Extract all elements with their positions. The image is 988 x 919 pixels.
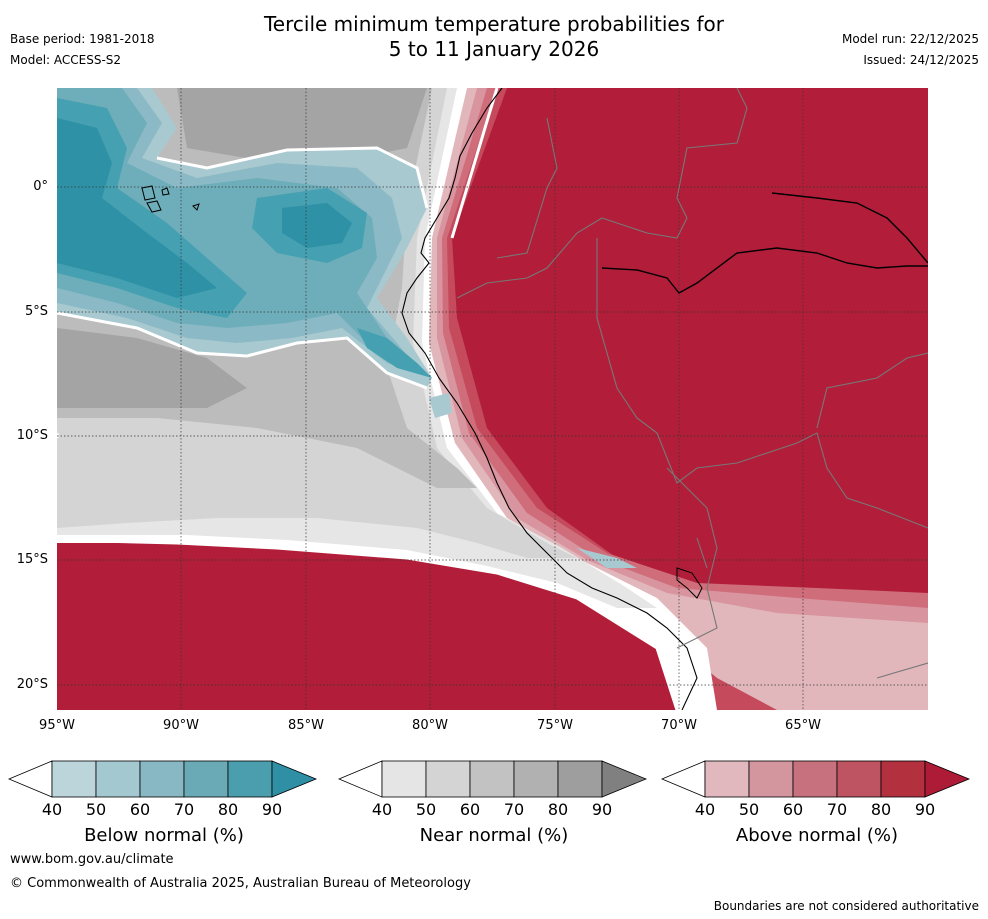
below-colorbar-tick: 60	[129, 800, 151, 819]
field-below-90	[57, 118, 217, 298]
legend-near-label: Near normal (%)	[419, 825, 569, 846]
near-colorbar-segment	[425, 760, 471, 798]
meta-left: Base period: 1981-2018 Model: ACCESS-S2	[10, 31, 155, 68]
colorbar-below	[8, 760, 318, 798]
near-colorbar-tick: 50	[415, 800, 437, 819]
map-panel	[57, 88, 928, 710]
copyright: © Commonwealth of Australia 2025, Austra…	[10, 876, 471, 891]
near-colorbar-segment	[381, 760, 427, 798]
above-colorbar-tick: 90	[914, 800, 936, 819]
above-colorbar-segment	[792, 760, 838, 798]
lat-label-10s: 10°S	[16, 428, 48, 443]
near-colorbar-max-arrow	[601, 760, 648, 798]
near-colorbar-segment	[513, 760, 559, 798]
field-below-50-spot	[429, 393, 452, 418]
above-colorbar-segment	[748, 760, 794, 798]
below-colorbar-segment	[183, 760, 229, 798]
lon-label-95w: 95°W	[39, 718, 75, 733]
base-period: Base period: 1981-2018	[10, 32, 155, 46]
title-line-2: 5 to 11 January 2026	[388, 37, 600, 61]
lon-label-85w: 85°W	[288, 718, 324, 733]
legend-below-label: Below normal (%)	[84, 825, 244, 846]
model-run: Model run: 22/12/2025	[841, 32, 979, 46]
country-borders	[456, 88, 928, 679]
map-title: Tercile minimum temperature probabilitie…	[0, 12, 988, 62]
above-colorbar-segment	[836, 760, 882, 798]
field-below-50-spot-2	[577, 548, 637, 568]
below-colorbar-tick: 90	[261, 800, 283, 819]
field-near-80-west	[57, 328, 247, 408]
near-colorbar-tick: 40	[371, 800, 393, 819]
lon-label-70w: 70°W	[661, 718, 697, 733]
below-colorbar-segment	[227, 760, 273, 798]
coastline	[401, 88, 698, 710]
near-colorbar-tick: 70	[503, 800, 525, 819]
lat-label-20s: 20°S	[16, 677, 48, 692]
below-colorbar-tick: 80	[217, 800, 239, 819]
below-colorbar-tick: 70	[173, 800, 195, 819]
near-colorbar-tick: 80	[547, 800, 569, 819]
legend-above-label: Above normal (%)	[735, 825, 899, 846]
below-colorbar-tick: 50	[85, 800, 107, 819]
below-colorbar-segment	[139, 760, 185, 798]
near-colorbar-segment	[469, 760, 515, 798]
below-colorbar-max-arrow	[271, 760, 318, 798]
meta-right: Model run: 22/12/2025 Issued: 24/12/2025	[842, 31, 979, 68]
lat-label-15s: 15°S	[16, 552, 48, 567]
below-colorbar-segment	[51, 760, 97, 798]
above-colorbar-tick: 50	[738, 800, 760, 819]
colorbar-near	[338, 760, 648, 798]
above-colorbar-max-arrow	[924, 760, 971, 798]
galapagos-islands	[141, 185, 200, 213]
above-colorbar-tick: 70	[826, 800, 848, 819]
below-colorbar-tick: 40	[41, 800, 63, 819]
lat-label-5s: 5°S	[24, 304, 48, 319]
near-colorbar-min-arrow	[338, 760, 383, 798]
near-colorbar-segment	[557, 760, 603, 798]
colorbar-above	[661, 760, 971, 798]
website-link[interactable]: www.bom.gov.au/climate	[10, 852, 174, 867]
field-below-70	[57, 88, 412, 368]
graticule	[57, 88, 928, 710]
lon-label-65w: 65°W	[785, 718, 821, 733]
above-colorbar-segment	[704, 760, 750, 798]
model-name: Model: ACCESS-S2	[10, 53, 122, 67]
lon-label-80w: 80°W	[412, 718, 448, 733]
lat-label-0: 0°	[33, 179, 48, 194]
disclaimer: Boundaries are not considered authoritat…	[713, 899, 979, 913]
above-colorbar-min-arrow	[661, 760, 706, 798]
field-below-80-coast	[357, 328, 432, 378]
contour-50-line	[57, 88, 679, 710]
lon-label-75w: 75°W	[537, 718, 573, 733]
field-near-80	[177, 88, 427, 160]
below-colorbar-min-arrow	[8, 760, 53, 798]
lon-label-90w: 90°W	[163, 718, 199, 733]
title-line-1: Tercile minimum temperature probabilitie…	[263, 12, 725, 36]
above-colorbar-tick: 40	[694, 800, 716, 819]
lake-titicaca	[676, 567, 703, 599]
field-below-90-center	[282, 203, 352, 248]
amazon-river	[601, 192, 928, 294]
near-colorbar-tick: 60	[459, 800, 481, 819]
below-colorbar-segment	[95, 760, 141, 798]
above-colorbar-segment	[880, 760, 926, 798]
near-colorbar-tick: 90	[591, 800, 613, 819]
above-colorbar-tick: 80	[870, 800, 892, 819]
issued-date: Issued: 24/12/2025	[863, 53, 979, 67]
above-colorbar-tick: 60	[782, 800, 804, 819]
